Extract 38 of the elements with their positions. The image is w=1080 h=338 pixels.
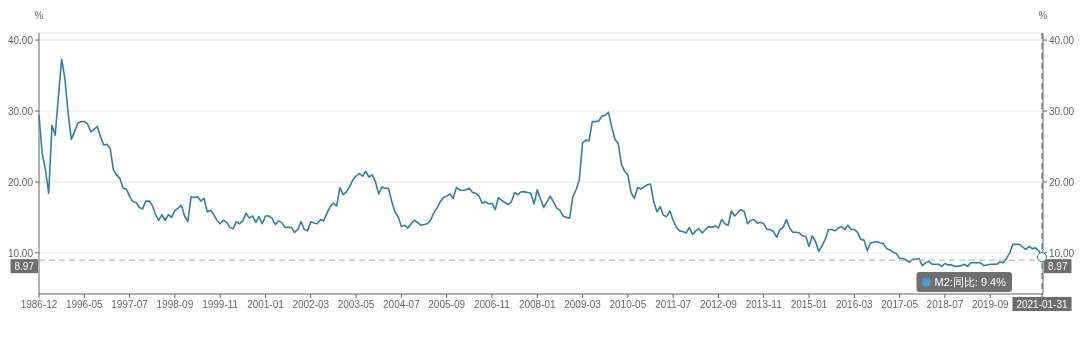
- annotation: M2:同比: 9.4%: [934, 276, 1007, 288]
- x-tick-label: 2017-05: [881, 299, 919, 310]
- x-tick-label: 1998-09: [156, 299, 194, 310]
- x-tick-label: 1999-11: [202, 299, 239, 310]
- x-tick-label: 2013-11: [745, 299, 783, 310]
- y-tick-label: 30.00: [7, 106, 34, 118]
- x-tick-label: 2021-01-31: [1016, 298, 1069, 310]
- x-tick-label: 2004-07: [383, 299, 421, 310]
- x-tick-label: 2016-03: [835, 299, 874, 310]
- pointer-label: 2021-01-31: [1012, 297, 1072, 311]
- x-tick-label: 2019-09: [971, 299, 1010, 310]
- ref-line-label: 8.97: [14, 260, 35, 272]
- x-tick-label: 2011-07: [655, 299, 692, 310]
- x-tick-label: 2001-01: [247, 299, 285, 310]
- y2-tick-label: 30.00: [1049, 106, 1075, 118]
- y-tick-label: 40.00: [7, 35, 34, 47]
- y2-tick-label: 20.00: [1049, 176, 1075, 188]
- x-tick-label: 1997-07: [111, 299, 149, 310]
- x-tick-label: 2008-01: [518, 299, 557, 310]
- x-tick-label: 2003-05: [337, 299, 375, 310]
- x-tick-label: 2012-09: [700, 299, 738, 310]
- pointer-label: 8.97: [10, 259, 38, 274]
- y-axis-title: %: [34, 10, 44, 21]
- pointer-label: 8.97: [1044, 259, 1072, 274]
- x-tick-label: 2002-03: [292, 299, 330, 310]
- x-tick-label: 2006-11: [473, 299, 511, 310]
- y-tick-label: 20.00: [7, 176, 34, 188]
- x-tick-label: 2005-09: [428, 299, 466, 310]
- y-tick-label: 10.00: [7, 247, 34, 259]
- x-tick-label: 1986-12: [20, 299, 58, 310]
- y2-axis-title: %: [1038, 10, 1048, 21]
- x-tick-label: 1996-05: [65, 299, 104, 310]
- y2-tick-label: 10.00: [1049, 247, 1075, 259]
- y2-tick-label: 40.00: [1049, 35, 1075, 47]
- x-tick-label: 2010-05: [609, 299, 647, 310]
- x-tick-label: 2018-07: [926, 299, 964, 310]
- x-tick-label: 2015-01: [790, 299, 828, 310]
- x-tick-label: 2009-03: [564, 299, 602, 310]
